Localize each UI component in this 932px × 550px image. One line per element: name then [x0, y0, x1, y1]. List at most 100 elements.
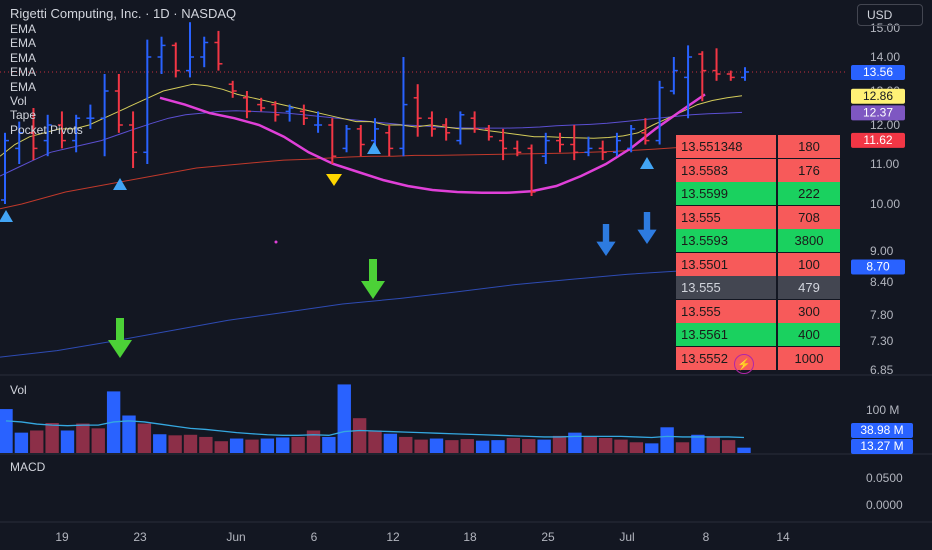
tape-price: 13.5599	[676, 182, 776, 205]
indicator-label[interactable]: EMA	[10, 22, 37, 36]
ema-line	[0, 139, 743, 210]
indicator-label[interactable]: EMA	[10, 65, 37, 80]
tape-size: 479	[778, 276, 840, 299]
tape-row: 13.5583 176	[676, 158, 840, 182]
indicator-label[interactable]: Pocket Pivots	[10, 122, 83, 137]
currency-button[interactable]: USD	[857, 4, 923, 26]
volume-bar	[537, 439, 551, 453]
tape-size: 1000	[778, 346, 840, 370]
volume-bar	[460, 439, 474, 453]
time-axis-label: Jun	[226, 530, 245, 544]
marker-dot	[274, 240, 278, 244]
price-axis-label: 8.40	[870, 275, 894, 289]
price-axis-label: 12.00	[870, 118, 900, 132]
tape-size: 100	[778, 252, 840, 276]
pivot-up-marker	[367, 142, 381, 154]
time-axis-label: 12	[386, 530, 400, 544]
pivot-down-marker	[326, 174, 342, 186]
pivot-up-marker	[113, 178, 127, 190]
volume-bar	[491, 440, 505, 453]
volume-bar	[552, 435, 567, 453]
volume-pane-label: Vol	[10, 383, 27, 397]
volume-bar	[368, 430, 382, 453]
tape-size: 222	[778, 182, 840, 205]
tape-price: 13.555	[676, 276, 776, 299]
volume-bar	[91, 428, 105, 453]
volume-bar	[429, 438, 444, 453]
volume-bar	[614, 439, 628, 453]
indicator-label[interactable]: EMA	[10, 50, 37, 65]
volume-bar	[0, 409, 13, 453]
volume-bar	[14, 432, 29, 453]
volume-bar	[260, 438, 275, 453]
time-axis-label: Jul	[619, 530, 634, 544]
volume-bar	[675, 442, 690, 453]
volume-bar	[568, 432, 582, 453]
price-axis-label: 6.85	[870, 363, 894, 377]
tape-row: 13.555 479	[676, 276, 840, 299]
tape-size: 176	[778, 158, 840, 182]
volume-bar	[60, 430, 75, 453]
volume-bar	[153, 434, 167, 453]
indicator-label[interactable]: EMA	[10, 79, 37, 94]
arrow-down-icon	[108, 340, 132, 358]
lightning-icon[interactable]: ⚡	[734, 354, 754, 374]
tape-row: 13.5501 100	[676, 252, 840, 276]
volume-bar	[737, 447, 751, 453]
tape-price: 13.5561	[676, 323, 776, 346]
price-badge-label: 8.70	[866, 260, 890, 274]
price-badge	[851, 64, 905, 80]
volume-bar	[245, 439, 259, 453]
volume-bar	[306, 430, 321, 453]
tape-row: 13.5561 400	[676, 323, 840, 346]
tape-price: 13.5501	[676, 252, 776, 276]
volume-bar	[522, 439, 536, 453]
tape-price: 13.551348	[676, 135, 776, 158]
indicator-label[interactable]: EMA	[10, 36, 37, 51]
volume-ma-line	[5, 420, 745, 439]
tape-row: 13.5599 222	[676, 182, 840, 205]
volume-bar	[383, 433, 398, 453]
volume-bar	[30, 430, 44, 453]
indicator-label[interactable]: Tape	[10, 108, 37, 123]
volume-bar	[414, 439, 428, 453]
tape-row: 13.555 300	[676, 299, 840, 323]
tape-size: 3800	[778, 229, 840, 252]
price-badge	[851, 105, 905, 121]
tape-size: 180	[778, 135, 840, 158]
time-axis-label: 23	[133, 530, 147, 544]
arrow-down-icon	[369, 259, 377, 285]
volume-bar	[399, 436, 413, 453]
volume-bar	[199, 436, 213, 453]
tape-price: 13.555	[676, 299, 776, 323]
volume-badge	[851, 423, 913, 438]
volume-bar	[598, 438, 613, 453]
macd-axis-label: 0.0500	[866, 471, 903, 485]
volume-bar	[691, 434, 705, 453]
volume-bar	[183, 434, 198, 453]
volume-bar	[506, 438, 521, 453]
price-badge-label: 13.56	[863, 65, 893, 79]
tape-row: 13.551348 180	[676, 135, 840, 158]
ema-line	[0, 83, 743, 157]
arrow-down-icon	[116, 318, 124, 344]
volume-bar	[475, 440, 490, 453]
arrow-down-icon	[637, 229, 657, 244]
time-axis-label: 18	[463, 530, 477, 544]
volume-bar	[706, 436, 720, 453]
time-axis-label: 8	[703, 530, 710, 544]
price-badge	[851, 259, 905, 275]
pivot-up-marker	[640, 157, 654, 169]
price-axis-label: 9.00	[870, 244, 894, 258]
volume-bar	[352, 418, 367, 453]
volume-bar	[291, 436, 305, 453]
volume-bar	[721, 440, 736, 453]
price-axis-label: 11.00	[870, 157, 899, 171]
tape-row: 13.5593 3800	[676, 229, 840, 252]
volume-badge-label: 38.98 M	[860, 423, 903, 437]
indicator-label[interactable]: Vol	[10, 93, 27, 108]
volume-bar	[214, 441, 228, 453]
tape-price: 13.5552	[676, 346, 776, 370]
volume-bar	[168, 435, 182, 453]
